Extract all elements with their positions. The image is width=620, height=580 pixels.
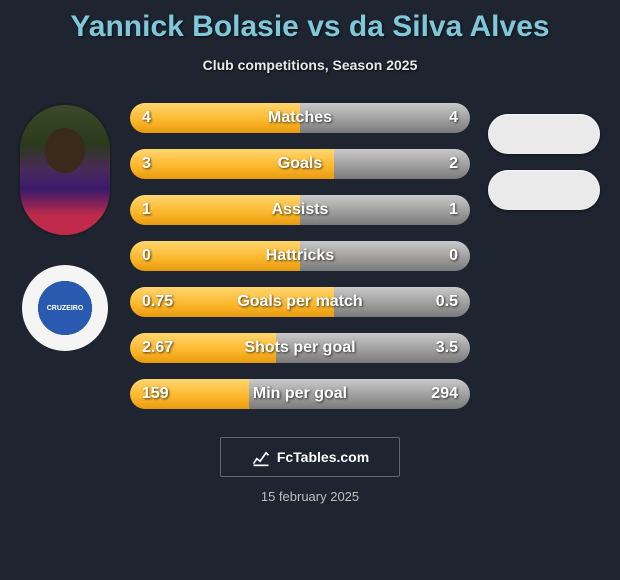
stat-row: 159294Min per goal <box>130 379 470 409</box>
stat-name: Assists <box>130 195 470 225</box>
stat-row: 2.673.5Shots per goal <box>130 333 470 363</box>
player1-column: CRUZEIRO <box>0 103 130 409</box>
footer-brand[interactable]: FcTables.com <box>220 437 400 477</box>
subtitle: Club competitions, Season 2025 <box>0 57 620 73</box>
stat-name: Shots per goal <box>130 333 470 363</box>
stat-row: 11Assists <box>130 195 470 225</box>
stat-row: 00Hattricks <box>130 241 470 271</box>
player2-club-badge-placeholder <box>488 170 600 210</box>
player1-avatar <box>18 103 112 237</box>
club-badge-label: CRUZEIRO <box>47 305 84 312</box>
brand-text: FcTables.com <box>277 449 369 465</box>
player1-club-badge: CRUZEIRO <box>22 265 108 351</box>
chart-icon <box>251 447 271 467</box>
stat-name: Goals per match <box>130 287 470 317</box>
player2-avatar-placeholder <box>488 114 600 154</box>
stat-row: 0.750.5Goals per match <box>130 287 470 317</box>
stat-row: 32Goals <box>130 149 470 179</box>
stat-row: 44Matches <box>130 103 470 133</box>
stat-name: Hattricks <box>130 241 470 271</box>
player2-column <box>488 114 600 210</box>
stat-name: Min per goal <box>130 379 470 409</box>
date: 15 february 2025 <box>0 489 620 504</box>
page-title: Yannick Bolasie vs da Silva Alves <box>0 0 620 44</box>
stat-name: Matches <box>130 103 470 133</box>
stat-name: Goals <box>130 149 470 179</box>
